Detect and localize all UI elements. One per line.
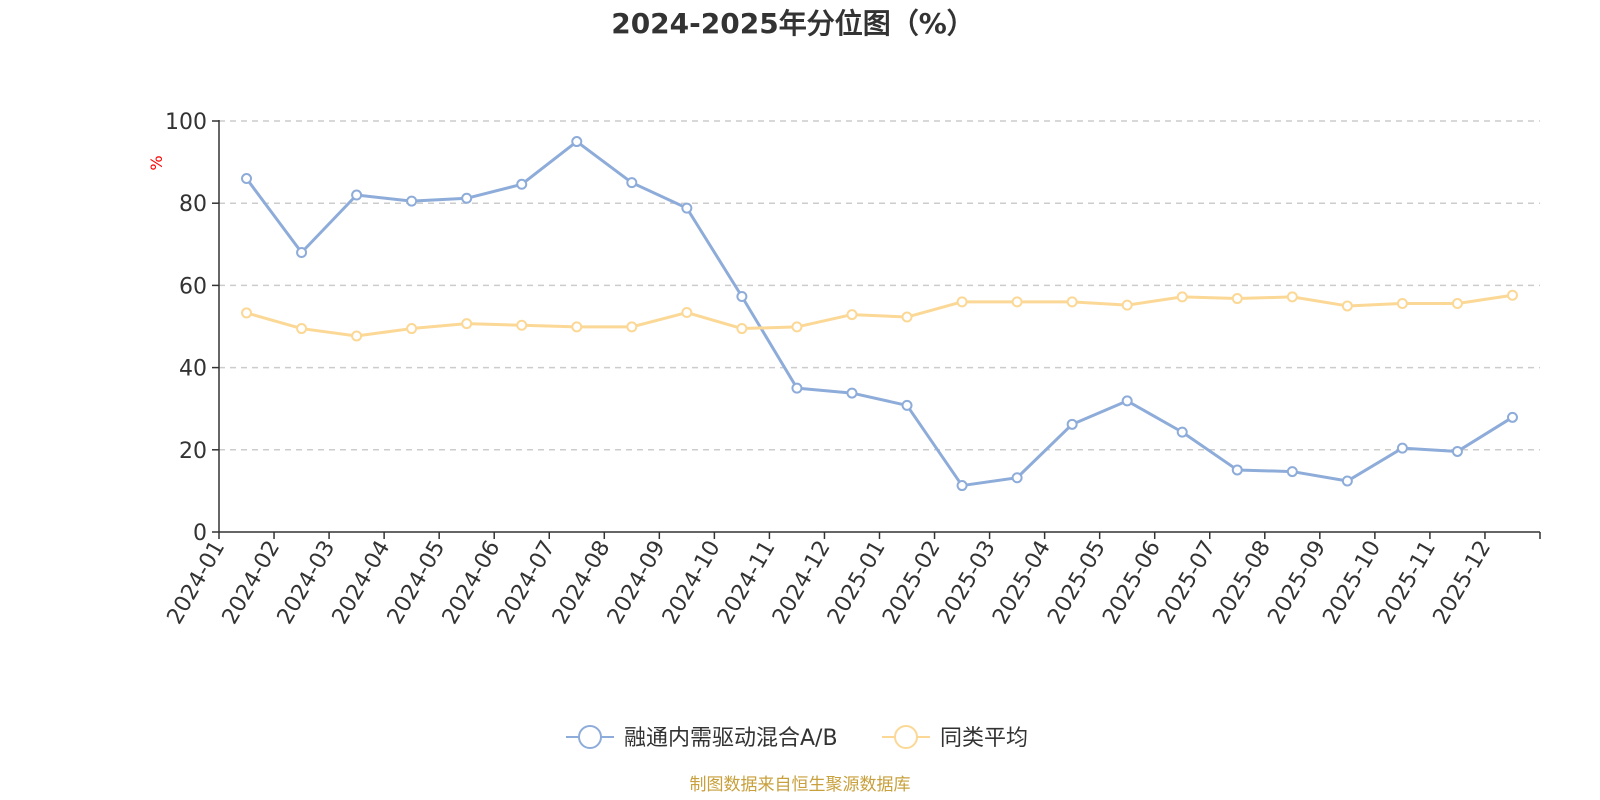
data-point bbox=[1451, 297, 1463, 309]
data-point bbox=[296, 323, 308, 335]
y-tick-label: 60 bbox=[179, 274, 207, 299]
y-tick-label: 0 bbox=[193, 521, 207, 546]
data-point bbox=[846, 309, 858, 321]
legend-label: 融通内需驱动混合A/B bbox=[624, 726, 838, 751]
source-note: 制图数据来自恒生聚源数据库 bbox=[690, 775, 911, 795]
data-point bbox=[571, 321, 583, 333]
data-point bbox=[1121, 395, 1133, 407]
data-point bbox=[1011, 472, 1023, 484]
data-point bbox=[956, 296, 968, 308]
data-point bbox=[516, 319, 528, 331]
data-point bbox=[351, 330, 363, 342]
data-point bbox=[901, 311, 913, 323]
data-point bbox=[516, 178, 528, 190]
data-point bbox=[626, 321, 638, 333]
data-point bbox=[1066, 418, 1078, 430]
data-point bbox=[1341, 300, 1353, 312]
data-point bbox=[736, 323, 748, 335]
data-point bbox=[1066, 296, 1078, 308]
data-point bbox=[846, 387, 858, 399]
series-line-2 bbox=[246, 293, 1513, 338]
data-point bbox=[406, 323, 418, 335]
data-point bbox=[791, 382, 803, 394]
data-point bbox=[1286, 466, 1298, 478]
x-axis-ticks: 2024-012024-022024-032024-042024-052024-… bbox=[163, 532, 1541, 629]
data-point bbox=[791, 321, 803, 333]
data-point bbox=[1396, 297, 1408, 309]
data-point bbox=[461, 318, 473, 330]
data-point bbox=[1231, 293, 1243, 305]
legend: 融通内需驱动混合A/B 同类平均 bbox=[566, 725, 1028, 751]
data-point bbox=[1286, 291, 1298, 303]
y-tick-label: 20 bbox=[179, 439, 207, 464]
data-point bbox=[1011, 296, 1023, 308]
legend-label: 同类平均 bbox=[940, 726, 1028, 751]
data-point bbox=[901, 399, 913, 411]
data-point bbox=[571, 136, 583, 148]
data-point bbox=[626, 177, 638, 189]
chart-title: 2024-2025年分位图（%） bbox=[611, 7, 975, 40]
y-axis-ticks: 0 20 40 60 80 100 bbox=[165, 110, 219, 546]
data-point bbox=[1176, 291, 1188, 303]
y-axis-unit: % bbox=[147, 155, 166, 170]
data-point bbox=[1121, 299, 1133, 311]
data-point bbox=[1396, 442, 1408, 454]
data-point bbox=[241, 173, 253, 185]
data-point bbox=[241, 307, 253, 319]
data-point bbox=[1506, 289, 1518, 301]
data-point bbox=[736, 290, 748, 302]
data-point bbox=[681, 307, 693, 319]
data-point bbox=[1341, 475, 1353, 487]
y-tick-label: 80 bbox=[179, 192, 207, 217]
data-point bbox=[296, 247, 308, 259]
data-point bbox=[1506, 411, 1518, 423]
series-layer bbox=[241, 136, 1518, 492]
data-point bbox=[461, 192, 473, 204]
legend-marker bbox=[894, 725, 918, 749]
data-point bbox=[1451, 445, 1463, 457]
y-tick-label: 40 bbox=[179, 357, 207, 382]
legend-marker bbox=[578, 725, 602, 749]
data-point bbox=[681, 202, 693, 214]
series-line-1 bbox=[245, 140, 1514, 488]
y-tick-label: 100 bbox=[165, 110, 207, 135]
data-point bbox=[351, 189, 363, 201]
data-point bbox=[1176, 426, 1188, 438]
data-point bbox=[956, 480, 968, 492]
data-point bbox=[406, 195, 418, 207]
axes bbox=[218, 120, 1540, 533]
data-point bbox=[1231, 464, 1243, 476]
grid-lines bbox=[219, 120, 1540, 451]
